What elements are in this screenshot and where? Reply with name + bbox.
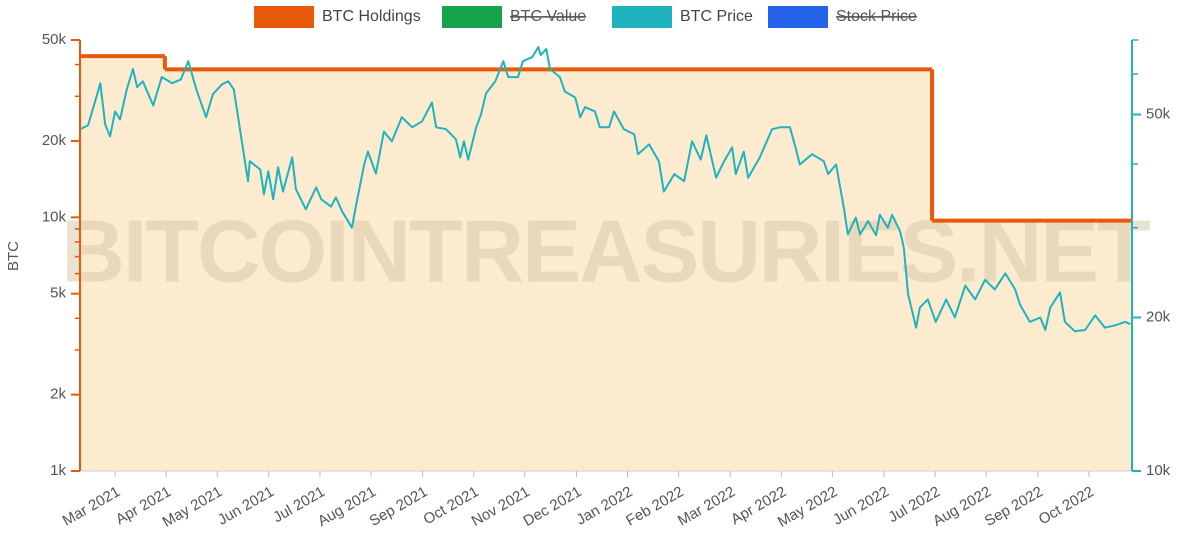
y-tick-label: 50k [42, 31, 67, 48]
y2-tick-label: 50k [1146, 105, 1171, 122]
x-tick-label: Feb 2022 [623, 483, 686, 529]
y2-tick-label: 10k [1146, 462, 1171, 479]
x-tick-label: Oct 2022 [1036, 483, 1097, 528]
area-segment [932, 220, 1132, 471]
price-line [79, 46, 1131, 333]
legend-label[interactable]: Stock Price [836, 8, 917, 25]
legend-swatch[interactable] [442, 6, 502, 28]
y2-tick-label: 20k [1146, 308, 1171, 325]
y-tick-label: 5k [50, 285, 66, 302]
x-tick-label: Nov 2021 [469, 483, 533, 530]
y-axis-title: BTC [5, 241, 22, 271]
legend-swatch[interactable] [768, 6, 828, 28]
y-tick-label: 10k [42, 208, 67, 225]
x-tick-label: Dec 2021 [520, 483, 584, 530]
area-segment [80, 56, 165, 471]
plot-area [80, 56, 1132, 472]
area-segment [164, 69, 933, 472]
legend-label[interactable]: BTC Value [510, 8, 586, 25]
legend-swatch[interactable] [254, 6, 314, 28]
y-tick-label: 2k [50, 386, 66, 403]
legend-label[interactable]: BTC Price [680, 8, 753, 25]
watermark: BITCOINTREASURIES.NET [61, 201, 1150, 300]
x-tick-label: Jun 2021 [215, 483, 277, 529]
legend-label[interactable]: BTC Holdings [322, 8, 421, 25]
y-tick-label: 1k [50, 462, 66, 479]
x-tick-label: Jun 2022 [830, 483, 892, 529]
legend-swatch[interactable] [612, 6, 672, 28]
x-tick-label: Sep 2022 [982, 483, 1046, 530]
x-tick-label: Aug 2021 [315, 483, 379, 530]
x-tick-label: Aug 2022 [930, 483, 994, 530]
x-tick-label: Sep 2021 [367, 483, 431, 530]
y-tick-label: 20k [42, 132, 67, 149]
x-tick-label: Mar 2022 [675, 483, 738, 529]
x-tick-label: Mar 2021 [60, 483, 123, 529]
